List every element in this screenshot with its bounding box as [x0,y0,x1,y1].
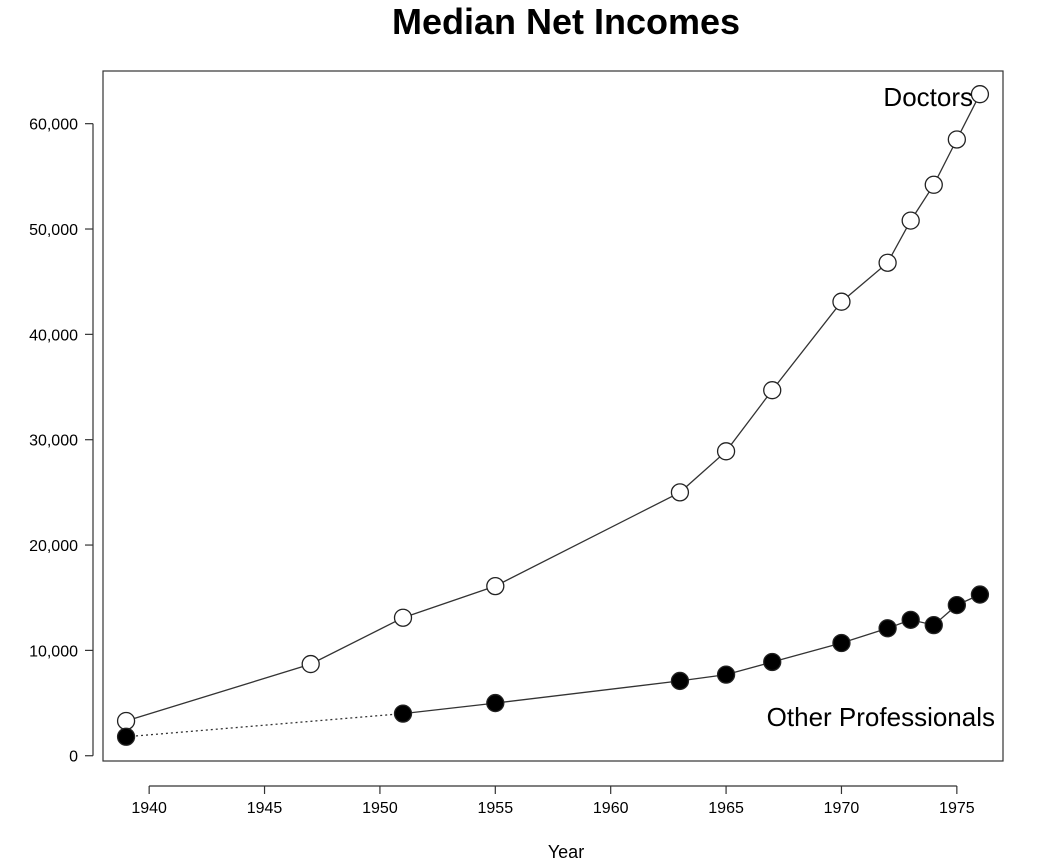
data-point-other-professionals [832,633,851,653]
y-tick-label: 10,000 [29,643,78,660]
y-tick-label: 30,000 [29,433,78,450]
series-label-other-professionals: Other Professionals [767,702,995,732]
data-point-other-professionals [878,619,897,638]
data-point-other-professionals [393,704,413,723]
series-other-professionals [116,585,990,746]
series-doctors-line [125,93,981,722]
x-tick-label: 1965 [708,800,744,817]
x-tick-label: 1970 [824,800,860,817]
data-point-other-professionals [947,595,966,615]
x-tick-label: 1960 [593,800,629,817]
data-point-doctors [924,175,943,194]
series-doctors [116,85,990,731]
data-point-doctors [970,85,990,104]
data-point-doctors [832,292,851,311]
data-point-other-professionals [486,693,505,713]
series-label-doctors: Doctors [883,82,973,112]
series-other-professionals-dotted-segment [126,712,404,738]
data-point-other-professionals [670,671,690,691]
x-axis: 1940 1945 1950 1955 1960 1965 1970 1975 [131,785,975,817]
data-point-doctors [301,654,320,674]
x-axis-label: Year [548,842,584,862]
chart-title: Median Net Incomes [392,1,740,42]
data-point-other-professionals [924,615,943,635]
data-point-doctors [116,711,136,731]
series-other-professionals-line [402,594,981,715]
x-tick-label: 1975 [939,800,975,817]
data-point-doctors [947,130,966,149]
data-point-doctors [716,442,736,461]
data-point-doctors [486,576,505,596]
data-point-doctors [670,483,690,502]
y-tick-label: 60,000 [29,117,78,134]
y-tick-label: 20,000 [29,538,78,555]
y-tick-label: 50,000 [29,222,78,239]
x-tick-label: 1940 [131,800,167,817]
y-axis: 0 10,000 20,000 30,000 40,000 50,000 60,000 [29,117,94,766]
data-point-doctors [878,253,897,272]
plot-frame [102,70,1004,762]
y-tick-label: 40,000 [29,327,78,344]
series-layer [116,85,990,746]
data-point-doctors [393,608,413,627]
x-tick-label: 1945 [247,800,283,817]
data-point-doctors [901,211,920,230]
y-tick-label: 0 [69,749,78,766]
data-point-other-professionals [901,610,920,629]
data-point-other-professionals [970,585,990,604]
data-point-other-professionals [716,665,736,684]
data-point-other-professionals [116,727,136,746]
x-tick-label: 1955 [478,800,514,817]
data-point-doctors [763,381,782,400]
x-tick-label: 1950 [362,800,398,817]
data-point-other-professionals [763,652,782,672]
